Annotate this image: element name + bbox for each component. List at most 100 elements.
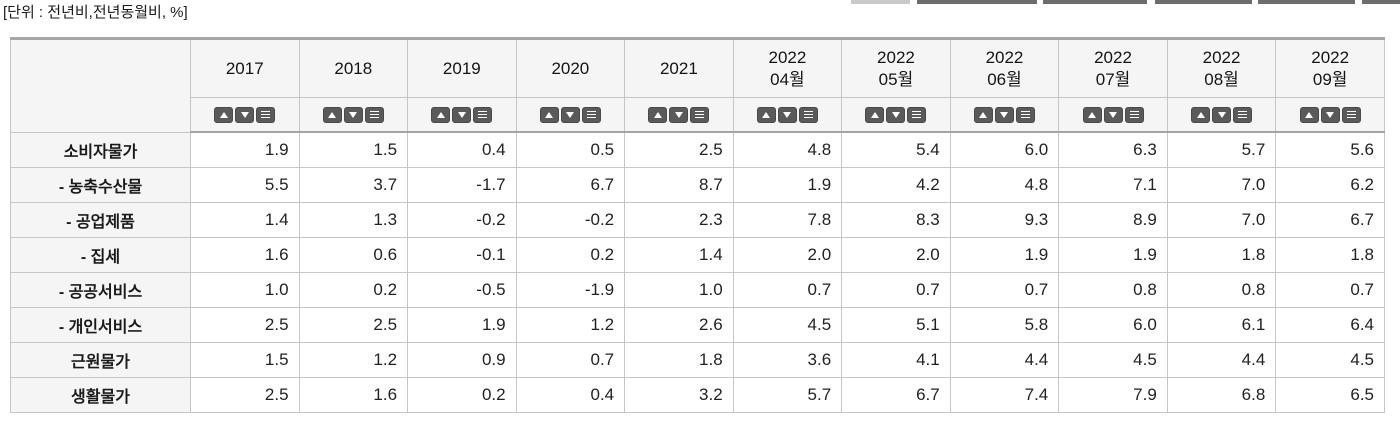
column-menu-button[interactable] — [1124, 106, 1144, 123]
row-label: - 공공서비스 — [10, 271, 191, 308]
column-menu-button[interactable] — [907, 106, 927, 123]
cutoff-toolbar-button-fragment[interactable] — [1155, 0, 1252, 4]
value-cell: 7.0 — [1166, 201, 1277, 238]
cutoff-toolbar-button-fragment[interactable] — [1362, 0, 1400, 4]
sort-desc-button[interactable] — [994, 106, 1014, 123]
column-menu-button[interactable] — [473, 106, 493, 123]
sort-asc-button[interactable] — [865, 106, 885, 123]
sort-desc-icon — [783, 111, 792, 118]
sort-desc-button[interactable] — [669, 106, 689, 123]
sort-desc-button[interactable] — [452, 106, 472, 123]
column-menu-button[interactable] — [581, 106, 601, 123]
sort-asc-button[interactable] — [648, 106, 668, 123]
column-menu-button[interactable] — [364, 106, 384, 123]
column-tools-cell — [190, 97, 300, 133]
value-cell: 5.6 — [1275, 131, 1385, 168]
sort-asc-button[interactable] — [756, 106, 776, 123]
value-cell: 5.8 — [949, 306, 1060, 343]
value-cell: 6.7 — [1275, 201, 1385, 238]
sort-desc-icon — [1000, 111, 1009, 118]
sort-desc-button[interactable] — [886, 106, 906, 123]
column-menu-button[interactable] — [798, 106, 818, 123]
column-tools-cell — [624, 97, 734, 133]
column-menu-button[interactable] — [1233, 106, 1253, 123]
value-cell: 1.0 — [190, 271, 300, 308]
value-cell: -0.2 — [515, 201, 626, 238]
column-tools-cell — [407, 97, 517, 133]
value-cell: 0.2 — [298, 271, 409, 308]
sort-desc-button[interactable] — [1103, 106, 1123, 123]
value-cell: -0.1 — [407, 236, 517, 273]
column-header: 2022 04월 — [732, 38, 843, 98]
sort-desc-button[interactable] — [1320, 106, 1340, 123]
column-menu-icon — [586, 110, 596, 119]
value-cell: 0.7 — [732, 271, 843, 308]
column-menu-icon — [1129, 110, 1139, 119]
sort-desc-button[interactable] — [1212, 106, 1232, 123]
table-corner-cell — [10, 38, 191, 133]
sort-asc-button[interactable] — [431, 106, 451, 123]
cutoff-toolbar-button-fragment[interactable] — [917, 0, 1037, 4]
column-menu-button[interactable] — [256, 106, 276, 123]
table-head: 2017 2018 2019 2020 2021 2022 04월 2022 05월 2022… — [10, 38, 1385, 133]
value-cell: 5.5 — [190, 166, 300, 203]
sort-asc-button[interactable] — [539, 106, 559, 123]
sort-desc-button[interactable] — [343, 106, 363, 123]
sort-group — [517, 106, 625, 123]
sort-asc-icon — [1305, 111, 1314, 118]
column-menu-button[interactable] — [1341, 106, 1361, 123]
table-row: 근원물가 1.5 1.2 0.9 0.7 1.8 3.6 4.1 4.4 4.5 4.4 4.5 — [10, 341, 1385, 378]
sort-asc-button[interactable] — [973, 106, 993, 123]
sort-asc-button[interactable] — [1082, 106, 1102, 123]
sort-group — [300, 106, 408, 123]
sort-asc-button[interactable] — [1191, 106, 1211, 123]
sort-group — [625, 106, 733, 123]
value-cell: 6.5 — [1275, 376, 1385, 413]
column-tools-cell — [1166, 97, 1277, 133]
column-menu-button[interactable] — [1015, 106, 1035, 123]
value-cell: 0.2 — [515, 236, 626, 273]
value-cell: 0.4 — [407, 131, 517, 168]
value-cell: 4.5 — [1058, 341, 1168, 378]
row-label: 근원물가 — [10, 341, 191, 378]
sort-group — [191, 106, 299, 123]
sort-asc-icon — [979, 111, 988, 118]
value-cell: 4.8 — [949, 166, 1060, 203]
cutoff-toolbar-button-fragment[interactable] — [851, 0, 910, 4]
sort-desc-button[interactable] — [235, 106, 255, 123]
cutoff-toolbar-button-fragment[interactable] — [1258, 0, 1355, 4]
sort-asc-icon — [545, 111, 554, 118]
value-cell: 4.2 — [841, 166, 951, 203]
cutoff-toolbar-button-fragment[interactable] — [1043, 0, 1147, 4]
column-header: 2021 — [624, 38, 734, 98]
table-body: 소비자물가 1.9 1.5 0.4 0.5 2.5 4.8 5.4 6.0 6.3 5.7 5.6 - … — [10, 131, 1385, 413]
column-header: 2017 — [190, 38, 300, 98]
sort-asc-button[interactable] — [214, 106, 234, 123]
column-menu-icon — [695, 110, 705, 119]
value-cell: 6.7 — [841, 376, 951, 413]
sort-asc-icon — [328, 111, 337, 118]
value-cell: 0.8 — [1166, 271, 1277, 308]
value-cell: 1.5 — [298, 131, 409, 168]
column-menu-button[interactable] — [690, 106, 710, 123]
sort-group — [842, 106, 950, 123]
column-header: 2022 08월 — [1166, 38, 1277, 98]
value-cell: -1.9 — [515, 271, 626, 308]
value-cell: 4.5 — [1275, 341, 1385, 378]
value-cell: 0.2 — [407, 376, 517, 413]
sort-desc-icon — [1109, 111, 1118, 118]
sort-desc-button[interactable] — [560, 106, 580, 123]
sort-group — [1276, 106, 1384, 123]
sort-asc-button[interactable] — [322, 106, 342, 123]
value-cell: 1.8 — [624, 341, 734, 378]
sort-group — [951, 106, 1059, 123]
sort-asc-icon — [870, 111, 879, 118]
sort-asc-button[interactable] — [1299, 106, 1319, 123]
value-cell: 1.4 — [624, 236, 734, 273]
value-cell: 5.1 — [841, 306, 951, 343]
value-cell: 7.8 — [732, 201, 843, 238]
value-cell: 2.5 — [298, 306, 409, 343]
table-row: 소비자물가 1.9 1.5 0.4 0.5 2.5 4.8 5.4 6.0 6.3 5.7 5.6 — [10, 131, 1385, 168]
sort-desc-icon — [566, 111, 575, 118]
sort-desc-button[interactable] — [777, 106, 797, 123]
